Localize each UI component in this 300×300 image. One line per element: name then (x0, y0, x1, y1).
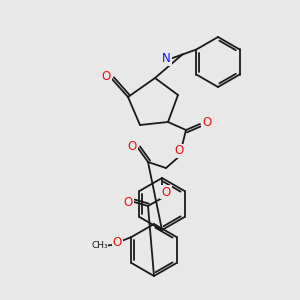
Text: CH₃: CH₃ (91, 242, 108, 250)
Text: O: O (202, 116, 211, 130)
Text: O: O (101, 70, 111, 83)
Text: N: N (162, 52, 171, 65)
Text: O: O (161, 185, 171, 199)
Text: O: O (128, 140, 136, 154)
Text: O: O (123, 196, 133, 208)
Text: O: O (174, 145, 184, 158)
Text: O: O (113, 236, 122, 250)
